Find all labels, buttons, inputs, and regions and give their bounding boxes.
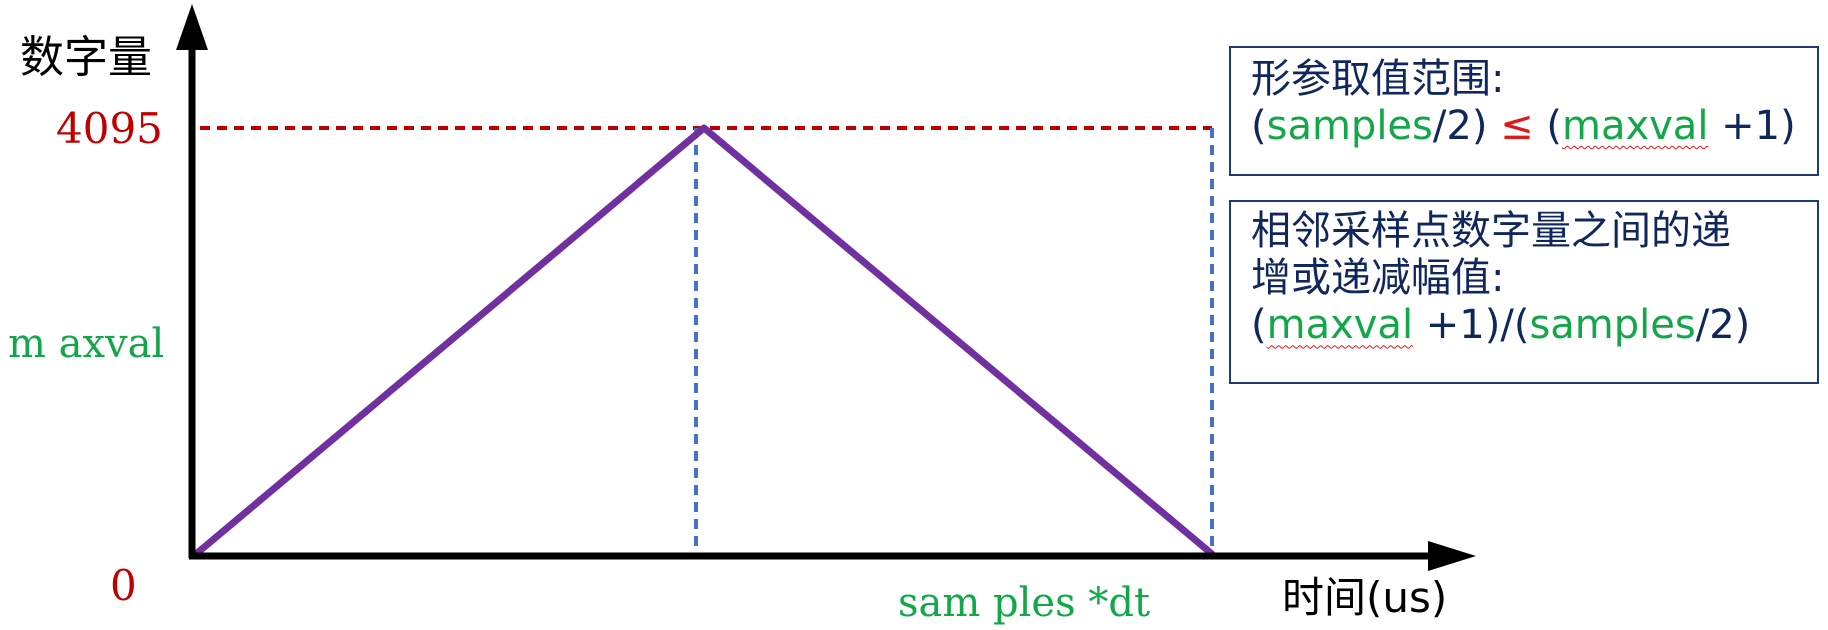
y-axis-title: 数字量 xyxy=(20,32,152,83)
x-tick-samples-dt: sam ples *dt xyxy=(898,580,1150,626)
y-tick-zero: 0 xyxy=(110,561,137,610)
parameter-range-box: 形参取值范围: (samples/2) ≤ (maxval +1) xyxy=(1229,46,1819,176)
y-axis-arrowhead xyxy=(176,4,208,50)
x-axis-arrowhead xyxy=(1428,541,1476,571)
parameter-range-title: 形参取值范围: xyxy=(1251,56,1505,102)
x-axis-title: 时间(us) xyxy=(1282,573,1447,622)
y-tick-4095: 4095 xyxy=(56,104,163,153)
step-amplitude-box: 相邻采样点数字量之间的递 增或递减幅值: (maxval +1)/(sample… xyxy=(1229,200,1819,384)
step-amplitude-line1: 相邻采样点数字量之间的递 xyxy=(1251,208,1731,254)
y-tick-maxval: m axval xyxy=(8,321,164,367)
step-amplitude-formula: (maxval +1)/(samples/2) xyxy=(1251,302,1751,349)
parameter-range-formula: (samples/2) ≤ (maxval +1) xyxy=(1251,103,1796,150)
triangle-wave-series xyxy=(192,124,1216,558)
step-amplitude-line2: 增或递减幅值: xyxy=(1251,255,1505,302)
